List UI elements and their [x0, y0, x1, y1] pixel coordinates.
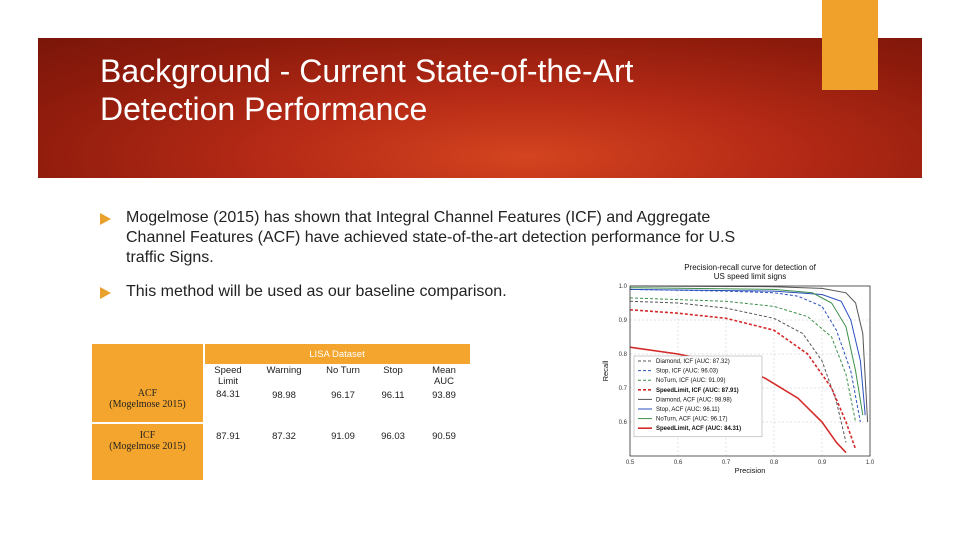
- y-tick-label: 0.7: [619, 386, 628, 392]
- precision-recall-chart: Precision-recall curve for detection of …: [601, 263, 875, 475]
- table-row-label: ACF (Mogelmose 2015): [109, 388, 186, 410]
- slide-title: Background - Current State-of-the-Art De…: [100, 52, 800, 128]
- bullet-text: This method will be used as our baseline…: [126, 283, 507, 300]
- table-cell: 93.89: [432, 390, 456, 401]
- chart-title: Precision-recall curve for detection of: [684, 263, 816, 272]
- series-line: [629, 288, 861, 423]
- table-cell: 98.98: [272, 390, 296, 401]
- legend-box: [633, 355, 763, 438]
- series-line: [629, 287, 864, 416]
- y-tick-label: 0.9: [619, 318, 628, 324]
- y-tick-label: 0.8: [619, 352, 628, 358]
- table-divider: [203, 344, 205, 480]
- legend-entry: SpeedLimit, ACF (AUC: 84.31): [656, 426, 741, 432]
- table-divider: [92, 422, 203, 424]
- table-cell: 87.91: [216, 431, 240, 442]
- x-tick-label: 0.9: [818, 460, 827, 466]
- table-cell: 96.11: [381, 390, 405, 401]
- table-cell: 96.03: [381, 431, 405, 442]
- legend-entry: SpeedLimit, ICF (AUC: 87.91): [656, 388, 739, 394]
- y-tick-label: 1.0: [619, 284, 628, 290]
- series-line: [629, 297, 857, 423]
- table-caption-band: [203, 344, 470, 362]
- series-line: [629, 346, 847, 454]
- x-tick-label: 0.8: [770, 460, 779, 466]
- table-cell: 90.59: [432, 431, 456, 442]
- table-cell: 87.32: [272, 431, 296, 442]
- slide-title-line2: Detection Performance: [100, 91, 428, 127]
- chart-subtitle: US speed limit signs: [714, 272, 786, 281]
- series-line: [629, 288, 866, 416]
- legend-entry: Diamond, ICF (AUC: 87.32): [656, 359, 730, 365]
- table-cell: 96.17: [331, 390, 355, 401]
- table-caption: LISA Dataset: [309, 349, 365, 360]
- y-axis-label: Recall: [601, 360, 610, 381]
- series-line: [629, 309, 857, 450]
- legend-entry: Stop, ICF (AUC: 96.03): [656, 369, 718, 375]
- accent-corner: [822, 0, 878, 90]
- legend-entry: NoTurn, ACF (AUC: 96.17): [656, 417, 727, 423]
- title-banner: [38, 38, 922, 178]
- table-header-cell: No Turn: [326, 365, 360, 376]
- table-cell: 84.31: [216, 389, 240, 400]
- bullet-item: Mogelmose (2015) has shown that Integral…: [100, 208, 740, 268]
- table-header-cell: Speed Limit: [214, 365, 242, 387]
- bullet-text: Mogelmose (2015) has shown that Integral…: [126, 209, 736, 266]
- x-tick-label: 0.5: [626, 460, 635, 466]
- x-tick-label: 0.6: [674, 460, 683, 466]
- table-header-cell: Mean AUC: [432, 365, 456, 387]
- table-row-label: ICF (Mogelmose 2015): [109, 430, 186, 452]
- x-tick-label: 0.7: [722, 460, 731, 466]
- table-header-cell: Stop: [383, 365, 403, 376]
- bullet-list: Mogelmose (2015) has shown that Integral…: [100, 208, 740, 312]
- plot-frame: [629, 285, 871, 457]
- legend-entry: NoTurn, ICF (AUC: 91.09): [656, 378, 725, 384]
- x-axis-label: Precision: [735, 466, 766, 475]
- y-tick-label: 0.6: [619, 420, 628, 426]
- legend-entry: Diamond, ACF (AUC: 98.98): [656, 397, 732, 403]
- x-tick-label: 1.0: [866, 460, 875, 466]
- triangle-bullet-icon: [100, 213, 111, 225]
- series-line: [629, 285, 869, 423]
- bullet-item: This method will be used as our baseline…: [100, 282, 740, 302]
- triangle-bullet-icon: [100, 287, 111, 299]
- slide-title-line1: Background - Current State-of-the-Art: [100, 53, 634, 89]
- results-table: LISA Dataset Speed Limit Warning No Turn…: [92, 340, 470, 480]
- table-cell: 91.09: [331, 431, 355, 442]
- table-header-cell: Warning: [266, 365, 302, 376]
- legend-entry: Stop, ACF (AUC: 96.11): [656, 407, 720, 413]
